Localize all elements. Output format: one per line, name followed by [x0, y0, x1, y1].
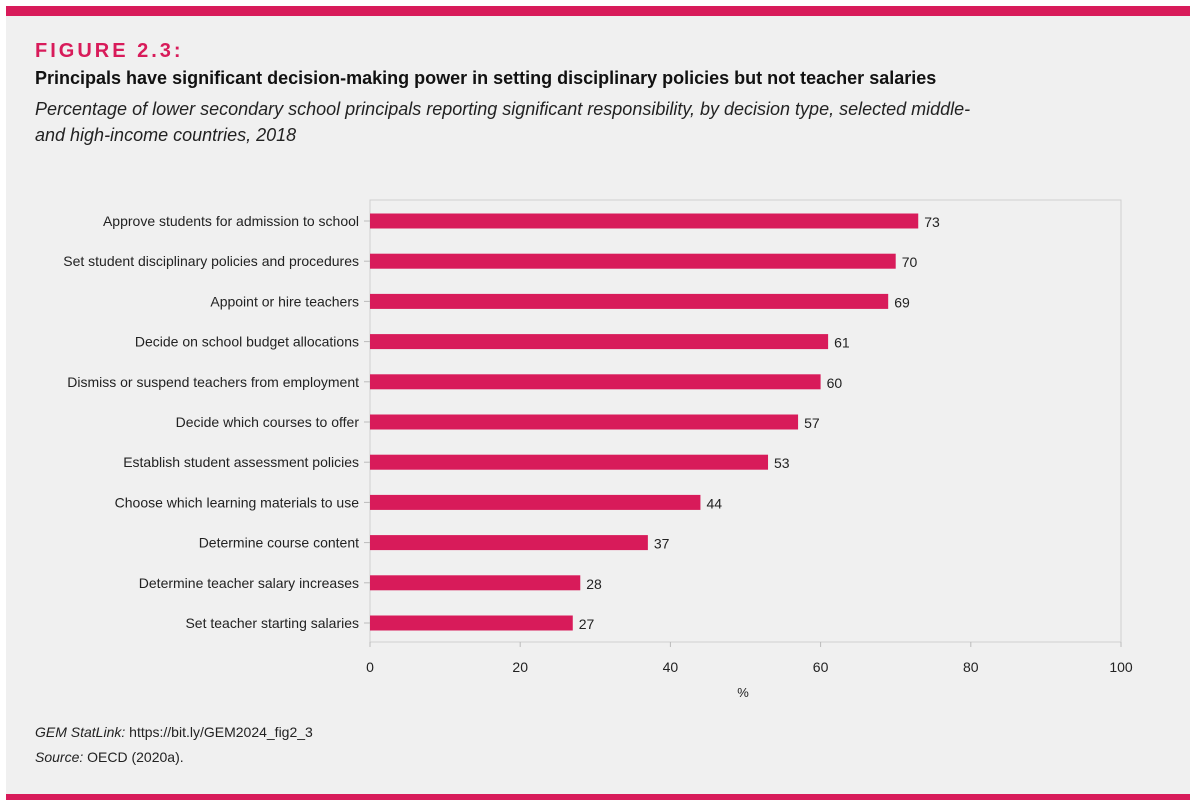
- data-label: 57: [804, 415, 820, 431]
- bar: [370, 494, 701, 510]
- data-label: 44: [706, 495, 722, 511]
- figure-subtitle: Percentage of lower secondary school pri…: [35, 99, 971, 145]
- bar: [370, 615, 573, 631]
- bar: [370, 334, 829, 350]
- category-label: Appoint or hire teachers: [210, 293, 359, 309]
- x-tick-label: 100: [1109, 659, 1133, 675]
- x-tick-label: 80: [963, 659, 979, 675]
- x-tick-label: 60: [813, 659, 829, 675]
- source: Source: OECD (2020a).: [35, 749, 184, 765]
- bar: [370, 213, 919, 229]
- category-label: Decide on school budget allocations: [135, 334, 359, 350]
- figure-label: FIGURE 2.3:: [35, 40, 184, 62]
- category-label: Decide which courses to offer: [176, 414, 360, 430]
- data-label: 53: [774, 455, 790, 471]
- figure-panel: [6, 6, 1190, 800]
- statlink-label: GEM StatLink:: [35, 724, 126, 740]
- bar: [370, 374, 821, 390]
- data-label: 37: [654, 536, 670, 552]
- category-label: Dismiss or suspend teachers from employm…: [67, 374, 359, 390]
- category-label: Set student disciplinary policies and pr…: [63, 253, 359, 269]
- category-label: Approve students for admission to school: [103, 213, 359, 229]
- x-tick-label: 40: [663, 659, 679, 675]
- category-label: Choose which learning materials to use: [115, 494, 360, 510]
- bar: [370, 535, 648, 551]
- data-label: 73: [924, 214, 940, 230]
- bottom-accent-bar: [6, 794, 1190, 800]
- bar: [370, 414, 799, 430]
- top-accent-bar: [6, 6, 1190, 16]
- bar: [370, 293, 889, 309]
- category-label: Determine teacher salary increases: [139, 575, 359, 591]
- x-axis-label: %: [737, 685, 749, 700]
- bar: [370, 454, 769, 470]
- data-label: 69: [894, 294, 910, 310]
- source-label: Source:: [35, 749, 84, 765]
- category-label: Determine course content: [199, 535, 359, 551]
- data-label: 60: [827, 375, 843, 391]
- data-label: 28: [586, 576, 602, 592]
- bar: [370, 253, 896, 269]
- statlink-url[interactable]: https://bit.ly/GEM2024_fig2_3: [129, 724, 313, 740]
- x-tick-label: 20: [512, 659, 528, 675]
- category-label: Establish student assessment policies: [123, 454, 359, 470]
- bar: [370, 575, 581, 591]
- x-tick-label: 0: [366, 659, 374, 675]
- figure-title: Principals have significant decision-mak…: [35, 68, 937, 88]
- data-label: 27: [579, 616, 595, 632]
- source-value: OECD (2020a).: [87, 749, 184, 765]
- data-label: 70: [902, 254, 918, 270]
- data-label: 61: [834, 335, 850, 351]
- category-label: Set teacher starting salaries: [185, 615, 359, 631]
- statlink: GEM StatLink: https://bit.ly/GEM2024_fig…: [35, 724, 313, 740]
